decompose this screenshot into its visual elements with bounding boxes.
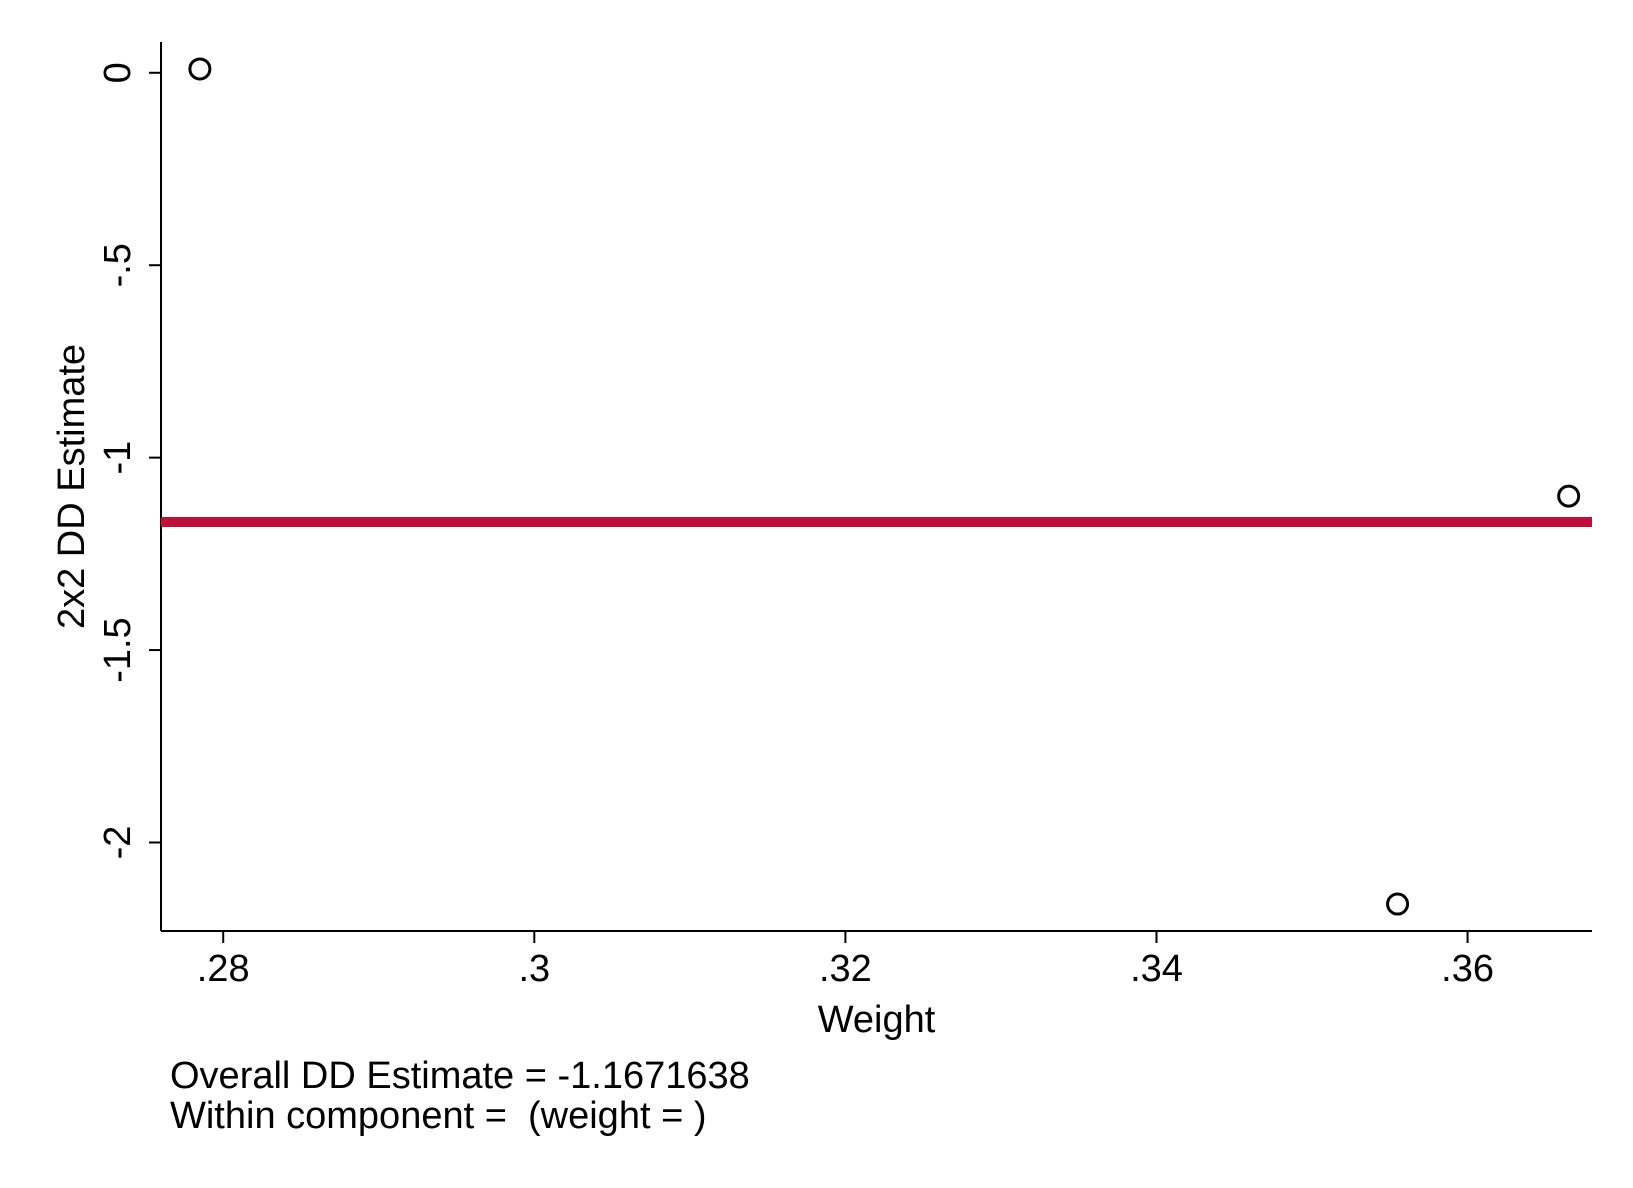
scatter-point — [188, 57, 212, 81]
x-tick-label: .32 — [819, 948, 872, 990]
x-tick-label: .34 — [1130, 948, 1183, 990]
overall-estimate-note: Overall DD Estimate = -1.1671638 — [170, 1055, 750, 1097]
y-tick-label: -1 — [97, 441, 139, 475]
y-ticks: 0 -.5 -1 -1.5 -2 — [97, 62, 161, 859]
axes — [160, 42, 1592, 932]
x-tick-label: .3 — [518, 948, 550, 990]
x-tick-label: .28 — [197, 948, 250, 990]
x-ticks: .28 .3 .32 .34 .36 — [197, 931, 1494, 990]
scatter-point — [1557, 484, 1581, 508]
y-tick-label: -.5 — [97, 243, 139, 287]
x-tick-label: .36 — [1441, 948, 1494, 990]
y-tick-label: -1.5 — [97, 617, 139, 682]
y-tick-label: 0 — [97, 62, 139, 83]
points-layer — [188, 57, 1581, 916]
y-tick-label: -2 — [97, 826, 139, 860]
scatter-point — [1386, 892, 1410, 916]
within-component-note: Within component = (weight = ) — [170, 1095, 707, 1137]
x-axis-title: Weight — [818, 999, 936, 1041]
y-axis-title: 2x2 DD Estimate — [51, 344, 93, 629]
